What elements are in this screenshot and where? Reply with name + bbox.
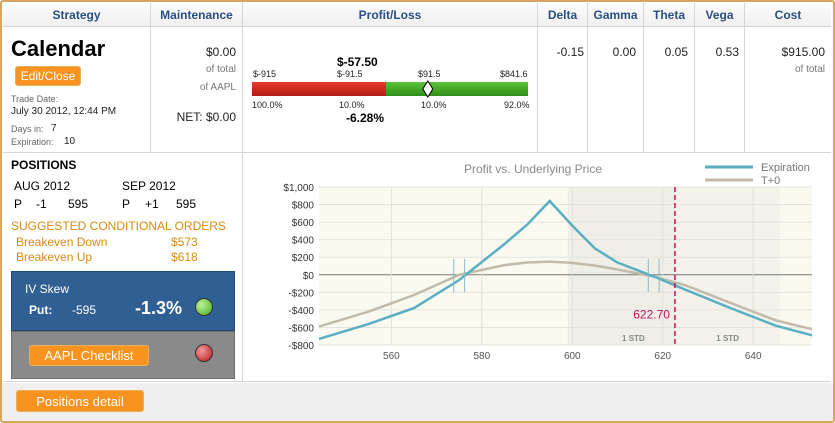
pl-pct-left: 100.0%	[252, 100, 283, 110]
maintenance-of-total: of total	[205, 64, 236, 75]
order-breakeven-up-value[interactable]: $618	[171, 250, 198, 264]
chart-panel	[243, 153, 831, 382]
pl-percent: -6.28%	[346, 111, 385, 125]
cost-cell	[745, 27, 831, 153]
x-tick-label: 620	[654, 351, 671, 362]
header-vega: Vega	[695, 3, 745, 27]
pl-min-label: $-915	[253, 69, 277, 79]
position-leg-2-type: P	[122, 197, 131, 211]
pl-high-label: $91.5	[418, 69, 441, 79]
std-band	[674, 187, 781, 345]
maintenance-amount: $0.00	[205, 45, 236, 59]
pl-max-label: $841.6	[500, 69, 528, 79]
pl-value: $-57.50	[337, 55, 378, 69]
cost-of-total: of total	[794, 64, 825, 75]
position-month-2: SEP 2012	[122, 179, 176, 193]
current-price-label: 622.70	[633, 308, 670, 322]
y-tick-label: -$800	[288, 341, 314, 352]
legend-label: T+0	[761, 175, 780, 187]
gamma-cell	[588, 27, 644, 153]
x-tick-label: 600	[564, 351, 581, 362]
iv-skew-put-label: Put:	[29, 303, 53, 317]
header-maintenance: Maintenance	[151, 3, 243, 27]
pl-loss-segment	[252, 82, 386, 96]
iv-skew-title: IV Skew	[25, 282, 70, 296]
std-band	[567, 187, 675, 345]
x-tick-label: 580	[473, 351, 490, 362]
days-in-label: Days in:	[11, 124, 44, 134]
vega-value: 0.53	[715, 45, 739, 59]
y-tick-label: $0	[303, 271, 315, 282]
pl-marker	[422, 80, 434, 98]
header-profit-loss: Profit/Loss	[243, 3, 538, 27]
series-line-expiration	[318, 199, 813, 341]
pl-gain-segment	[386, 82, 528, 96]
y-tick-label: -$400	[288, 306, 314, 317]
edit-close-button[interactable]: Edit/Close	[15, 66, 81, 86]
y-tick-label: $400	[292, 236, 315, 247]
position-leg-2-qty: +1	[145, 197, 159, 211]
legend-label: Expiration	[761, 162, 810, 174]
x-tick-label: 560	[383, 351, 400, 362]
checklist-indicator-icon	[195, 344, 213, 362]
pl-pct-mid-left: 10.0%	[339, 100, 365, 110]
expiration-value: 10	[64, 136, 76, 147]
gamma-value: 0.00	[612, 45, 636, 59]
order-breakeven-down-value[interactable]: $573	[171, 235, 198, 249]
aapl-checklist-button[interactable]: AAPL Checklist	[29, 345, 149, 366]
std-band-label: 1 STD	[716, 334, 739, 343]
y-tick-label: $1,000	[283, 183, 314, 194]
header-delta: Delta	[538, 3, 588, 27]
y-tick-label: $200	[292, 253, 315, 264]
position-leg-1-type: P	[14, 197, 23, 211]
expiration-label: Expiration:	[11, 137, 54, 147]
positions-detail-button[interactable]: Positions detail	[16, 390, 144, 412]
theta-cell	[644, 27, 695, 153]
profit-chart: 1 STD 1 STD -$800 -$600 -$400 -$200 $0 $200 $400…	[283, 162, 813, 362]
y-tick-label: -$200	[288, 288, 314, 299]
order-breakeven-up-label[interactable]: Breakeven Up	[16, 250, 93, 264]
chart-title: Profit vs. Underlying Price	[464, 162, 602, 176]
strategy-name: Calendar	[11, 36, 106, 61]
days-in-value: 7	[51, 123, 57, 134]
y-tick-label: $800	[292, 201, 315, 212]
maintenance-net: NET: $0.00	[176, 110, 236, 124]
iv-skew-strike: -595	[72, 303, 97, 317]
profit-loss-cell	[243, 27, 538, 153]
position-leg-1-strike: 595	[68, 197, 89, 211]
series-line-t-0	[318, 260, 813, 331]
pl-range-bar	[252, 80, 528, 98]
delta-cell	[538, 27, 588, 153]
trade-date-value: July 30 2012, 12:44 PM	[11, 106, 117, 117]
iv-skew-indicator-icon	[195, 298, 213, 316]
iv-skew-value: -1.3%	[135, 298, 183, 318]
header-strategy: Strategy	[3, 3, 151, 27]
positions-panel	[3, 153, 243, 382]
position-leg-2-strike: 595	[176, 197, 197, 211]
pl-pct-mid-right: 10.0%	[421, 100, 447, 110]
order-breakeven-down-label[interactable]: Breakeven Down	[16, 235, 108, 249]
theta-value: 0.05	[664, 45, 688, 59]
header-gamma: Gamma	[588, 3, 644, 27]
maintenance-of-aapl: of AAPL	[199, 82, 236, 93]
position-month-1: AUG 2012	[14, 179, 71, 193]
pl-pct-right: 92.0%	[504, 100, 530, 110]
cost-amount: $915.00	[781, 45, 825, 59]
delta-value: -0.15	[556, 45, 584, 59]
header-cost: Cost	[745, 3, 831, 27]
trade-date-label: Trade Date:	[11, 94, 59, 104]
header-theta: Theta	[644, 3, 695, 27]
positions-title: POSITIONS	[11, 158, 77, 172]
vega-cell	[695, 27, 745, 153]
std-band-label: 1 STD	[622, 334, 645, 343]
position-leg-1-qty: -1	[36, 197, 47, 211]
maintenance-cell	[151, 27, 243, 153]
suggested-orders-title: SUGGESTED CONDITIONAL ORDERS	[11, 219, 226, 233]
y-tick-label: -$600	[288, 323, 314, 334]
y-tick-label: $600	[292, 218, 315, 229]
x-tick-label: 640	[745, 351, 762, 362]
strategy-cell	[3, 27, 151, 153]
pl-low-label: $-91.5	[337, 69, 363, 79]
